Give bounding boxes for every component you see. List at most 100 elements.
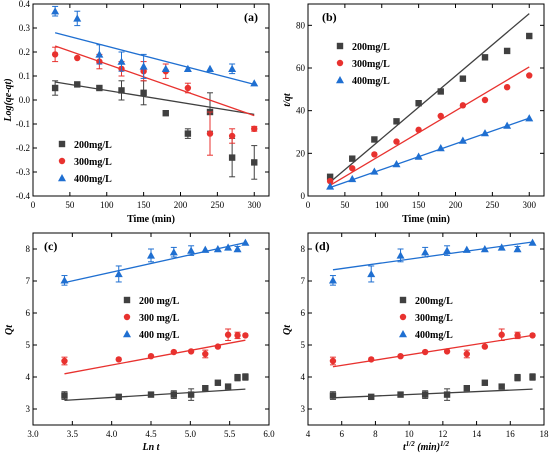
data-point: [170, 348, 178, 356]
data-point: [443, 246, 452, 254]
data-point: [228, 132, 236, 140]
data-point: [348, 174, 357, 183]
panel-d: (d) 4 6 8 10 12 14 16 18 3 4 5 6 7 8 t1/2 (min)1/2 Qt…: [282, 232, 550, 453]
x-tick-label: 200: [449, 200, 463, 210]
legend-marker: [58, 157, 66, 165]
y-tick-label: -0.1: [16, 119, 30, 129]
data-point: [139, 62, 148, 70]
data-point: [421, 348, 429, 356]
data-point: [529, 373, 536, 381]
data-point: [202, 385, 209, 392]
series-300mg/L: [51, 45, 258, 156]
data-point: [328, 276, 337, 284]
series-400-mg/L: [60, 238, 250, 286]
panel-label: (c): [44, 239, 57, 253]
data-point: [147, 391, 155, 398]
data-point: [242, 332, 249, 339]
x-tick-label: 12: [438, 429, 447, 439]
data-point: [421, 248, 430, 256]
data-point: [480, 245, 489, 253]
y-tick-label: 6: [301, 308, 306, 318]
data-point: [415, 100, 422, 107]
legend-label: 300mg/L: [352, 59, 390, 70]
series-400mg/L: [51, 5, 259, 87]
y-tick-label: -0.2: [16, 143, 30, 153]
x-tick-label: 8: [373, 429, 378, 439]
legend-label: 400mg/L: [415, 330, 453, 341]
legend-marker: [399, 313, 407, 321]
data-point: [443, 391, 451, 398]
data-point: [140, 89, 147, 96]
data-point: [397, 391, 404, 398]
x-tick-label: 100: [100, 200, 114, 210]
data-point: [241, 238, 250, 246]
x-axis-label: Time (min): [127, 214, 175, 225]
legend-marker: [336, 76, 344, 84]
y-tick-label: 4: [26, 372, 31, 382]
series-400mg/L: [326, 114, 534, 190]
data-point: [513, 245, 522, 253]
y-tick-label: 0.4: [19, 0, 31, 9]
y-tick-label: 80: [296, 20, 306, 30]
data-point: [60, 276, 69, 284]
data-point: [436, 144, 445, 152]
fit-line: [329, 117, 530, 189]
legend-marker: [123, 313, 131, 321]
data-point: [213, 245, 222, 253]
y-tick-label: -0.3: [16, 167, 31, 177]
legend: 200mg/L 300mg/L 400mg/L: [399, 296, 453, 341]
data-point: [415, 126, 422, 134]
panel-b: (b) 0 50 100 150 200 250 300 0 20 40 60 80 Time (mi…: [282, 3, 545, 225]
y-axis-label: Log(qe-qt): [3, 78, 14, 122]
legend-marker: [336, 42, 344, 50]
data-point: [481, 343, 489, 350]
data-point: [118, 87, 125, 94]
legend-marker: [123, 296, 131, 304]
fit-line: [54, 45, 255, 117]
data-point: [528, 238, 537, 246]
y-axis-label: t/qt: [282, 92, 293, 107]
data-point: [393, 138, 400, 145]
data-point: [525, 114, 534, 122]
data-point: [51, 51, 59, 58]
data-point: [396, 251, 405, 259]
x-tick-label: 14: [472, 429, 482, 439]
legend-marker: [399, 296, 407, 304]
data-point: [187, 391, 195, 398]
data-point: [206, 64, 214, 72]
data-point: [184, 84, 192, 92]
legend-label: 200mg/L: [74, 140, 112, 151]
legend-label: 200mg/L: [352, 42, 390, 53]
panel-label: (b): [322, 10, 337, 24]
x-tick-label: 200: [174, 200, 188, 210]
data-point: [481, 54, 489, 61]
x-tick-label: 300: [248, 200, 262, 210]
data-point: [147, 353, 155, 360]
legend-label: 400mg/L: [352, 76, 390, 87]
x-tick-label: 4.0: [106, 429, 118, 439]
data-point: [234, 332, 241, 339]
series-300mg/L: [329, 328, 536, 368]
x-tick-label: 10: [405, 429, 415, 439]
data-point: [498, 331, 505, 338]
y-axis-label: Qt: [4, 324, 15, 335]
data-point: [392, 160, 401, 168]
x-tick-label: 18: [540, 429, 550, 439]
data-point: [117, 57, 126, 65]
data-point: [526, 72, 533, 79]
legend-label: 300mg/L: [415, 313, 453, 324]
legend-marker: [123, 330, 131, 338]
data-point: [458, 136, 467, 144]
y-tick-label: 3: [26, 404, 31, 414]
data-point: [224, 383, 232, 390]
legend-label: 300mg/L: [74, 157, 112, 168]
plot-frame: [32, 3, 270, 197]
x-tick-label: 250: [211, 200, 225, 210]
plot-frame: [307, 3, 545, 197]
x-tick-label: 3.5: [67, 429, 79, 439]
data-point: [251, 125, 258, 132]
data-point: [184, 130, 192, 137]
x-tick-label: 100: [375, 200, 389, 210]
series-200mg/L: [326, 13, 533, 183]
